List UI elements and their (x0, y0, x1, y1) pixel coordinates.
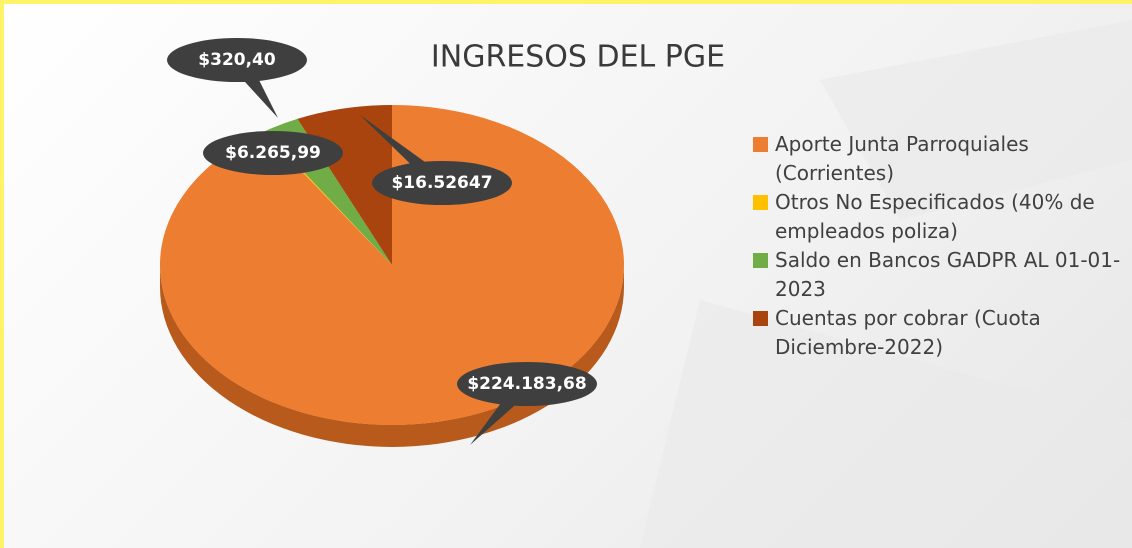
legend-item: Cuentas por cobrar (Cuota Diciembre-2022… (753, 304, 1128, 362)
legend-label: Cuentas por cobrar (Cuota Diciembre-2022… (775, 306, 1041, 359)
legend-swatch (753, 195, 768, 210)
data-label: $16.52647 (391, 173, 492, 193)
legend: Aporte Junta Parroquiales (Corrientes) Ot… (753, 130, 1128, 362)
callout-bubble (457, 362, 597, 406)
chart-title: INGRESOS DEL PGE (431, 40, 725, 75)
callout-bubble (203, 131, 343, 175)
legend-item: Otros No Especificados (40% de empleados… (753, 188, 1128, 246)
watermark (640, 20, 1132, 548)
legend-label: Otros No Especificados (40% de empleados… (775, 190, 1095, 243)
legend-label: Aporte Junta Parroquiales (Corrientes) (775, 132, 1029, 185)
data-label: $6.265,99 (225, 143, 321, 163)
legend-swatch (753, 137, 768, 152)
legend-item: Saldo en Bancos GADPR AL 01-01-2023 (753, 246, 1128, 304)
legend-item: Aporte Junta Parroquiales (Corrientes) (753, 130, 1128, 188)
data-label: $320,40 (198, 50, 276, 70)
data-label: $224.183,68 (467, 374, 586, 394)
legend-swatch (753, 253, 768, 268)
legend-label: Saldo en Bancos GADPR AL 01-01-2023 (775, 248, 1121, 301)
callout-bubble (167, 38, 307, 82)
callout-bubble (372, 161, 512, 205)
legend-swatch (753, 311, 768, 326)
